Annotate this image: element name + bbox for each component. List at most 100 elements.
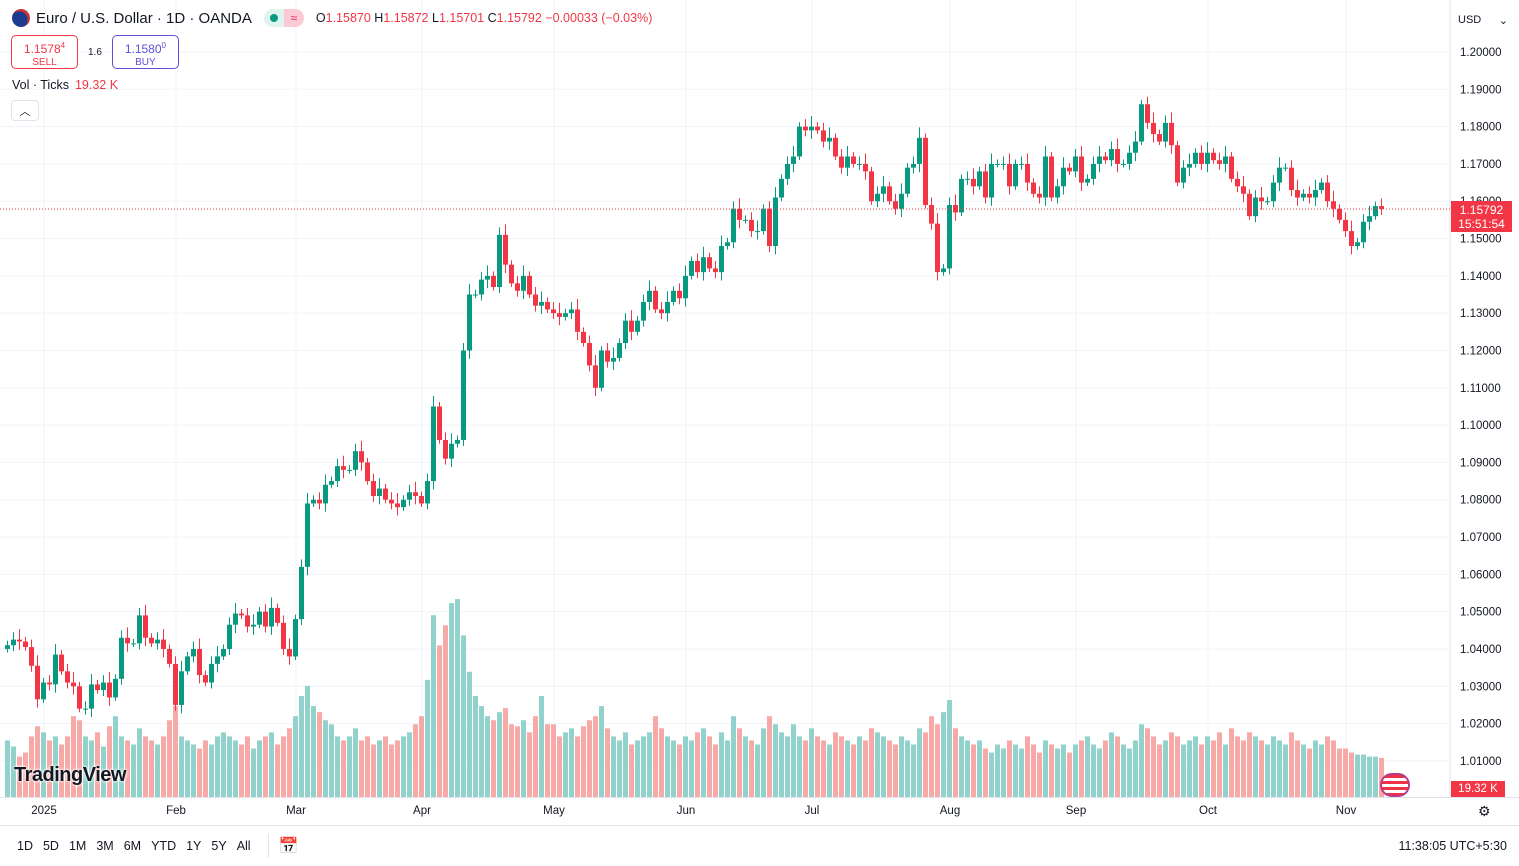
candle-body <box>953 204 958 213</box>
volume-bar <box>1007 740 1012 797</box>
volume-bar <box>611 736 616 797</box>
collapse-legend-button[interactable]: ︿ <box>11 100 39 121</box>
volume-bar <box>1115 736 1120 797</box>
range-1y[interactable]: 1Y <box>186 839 202 853</box>
candle-body <box>845 156 850 168</box>
candle-body <box>935 223 940 273</box>
volume-bar <box>1187 740 1192 797</box>
market-status[interactable]: ≈ <box>263 9 304 27</box>
candle-body <box>839 156 844 168</box>
candle-body <box>1127 152 1132 164</box>
volume-bar <box>53 736 58 797</box>
candle-body <box>995 163 1000 165</box>
candle-body <box>377 488 382 496</box>
time-tick-label: Apr <box>413 805 431 817</box>
candle-body <box>1241 186 1246 194</box>
price-chart[interactable]: 1.200001.190001.180001.170001.160001.150… <box>0 0 1519 797</box>
range-3m[interactable]: 3M <box>96 839 114 853</box>
buy-button[interactable]: 1.15800 BUY <box>111 35 179 69</box>
tradingview-logo[interactable]: TradingView <box>14 764 126 786</box>
volume-bar <box>1121 744 1126 797</box>
volume-bar <box>233 740 238 797</box>
price-tick-label: 1.11000 <box>1460 383 1501 395</box>
range-5d[interactable]: 5D <box>42 839 59 853</box>
time-tick-label: 2025 <box>31 805 57 817</box>
candle-body <box>761 208 766 232</box>
candle-body <box>125 637 130 644</box>
time-axis[interactable]: 2025 Feb Mar Apr May Jun Jul Aug Sep Oct Nov ⚙ <box>0 797 1519 825</box>
candle-body <box>119 637 124 679</box>
sell-button[interactable]: 1.15784 SELL <box>11 35 78 69</box>
volume-bar <box>737 728 742 797</box>
candle-body <box>965 178 970 180</box>
candle-body <box>209 663 214 683</box>
candle-body <box>1271 182 1276 202</box>
volume-bar <box>1061 744 1066 797</box>
price-tick-label: 1.02000 <box>1460 719 1502 731</box>
volume-bar <box>143 736 148 797</box>
candle-body <box>1037 193 1042 198</box>
currency-select[interactable]: USD ⌄ <box>1458 14 1508 27</box>
candle-body <box>317 499 322 504</box>
volume-bar <box>311 706 316 797</box>
candle-body <box>869 171 874 202</box>
volume-bar <box>521 720 526 797</box>
range-ytd[interactable]: YTD <box>151 839 177 853</box>
volume-bar <box>131 744 136 797</box>
volume-bar <box>1247 732 1252 797</box>
symbol-title[interactable]: Euro / U.S. Dollar · 1D · OANDA <box>36 9 252 27</box>
time-tick-label: Jul <box>804 805 820 817</box>
volume-bar <box>473 696 478 797</box>
range-1d[interactable]: 1D <box>17 839 33 853</box>
candle-body <box>359 451 364 463</box>
volume-bar <box>659 728 664 797</box>
candle-body <box>1049 156 1054 198</box>
candle-body <box>1265 201 1270 203</box>
volume-bar <box>713 744 718 797</box>
volume-bar <box>947 700 952 797</box>
clock[interactable]: 11:38:05 UTC+5:30 <box>1398 839 1507 853</box>
volume-bar <box>1085 736 1090 797</box>
volume-bar <box>1013 744 1018 797</box>
candle-body <box>563 313 568 317</box>
volume-bar <box>179 736 184 797</box>
candle-body <box>713 268 718 273</box>
candle-body <box>989 163 994 198</box>
volume-bar <box>203 740 208 797</box>
volume-bar <box>989 752 994 797</box>
volume-bar <box>377 740 382 797</box>
volume-bar <box>575 736 580 797</box>
volume-bar <box>89 740 94 797</box>
volume-bar <box>251 748 256 797</box>
candle-body <box>1361 221 1366 243</box>
calendar-goto-icon[interactable]: 📅 <box>278 838 299 855</box>
candle-body <box>1331 201 1336 209</box>
range-all[interactable]: All <box>236 839 251 853</box>
candle-body <box>863 163 868 172</box>
candle-body <box>77 686 82 709</box>
volume-bar <box>851 744 856 797</box>
volume-bar <box>1151 736 1156 797</box>
candle-body <box>887 186 892 202</box>
volume-bar <box>455 599 460 797</box>
candle-body <box>1313 190 1318 198</box>
settings-icon[interactable]: ⚙ <box>1478 803 1491 819</box>
spread: 1.6 <box>88 46 102 58</box>
volume-bar <box>503 708 508 797</box>
range-6m[interactable]: 6M <box>123 839 142 853</box>
candle-body <box>1067 167 1072 172</box>
candle-body <box>1217 160 1222 164</box>
volume-bar <box>1301 744 1306 797</box>
last-volume-label: 19.32 K <box>1451 781 1505 797</box>
candle-body <box>857 163 862 165</box>
candle-body <box>1151 122 1156 135</box>
candle-body <box>1205 152 1210 164</box>
us-flag-icon[interactable] <box>1380 773 1410 797</box>
range-5y[interactable]: 5Y <box>211 839 227 853</box>
candle-body <box>731 208 736 243</box>
range-1m[interactable]: 1M <box>68 839 87 853</box>
volume-bar <box>173 706 178 797</box>
candle-body <box>1367 216 1372 222</box>
candle-body <box>1157 134 1162 142</box>
volume-bar <box>845 740 850 797</box>
